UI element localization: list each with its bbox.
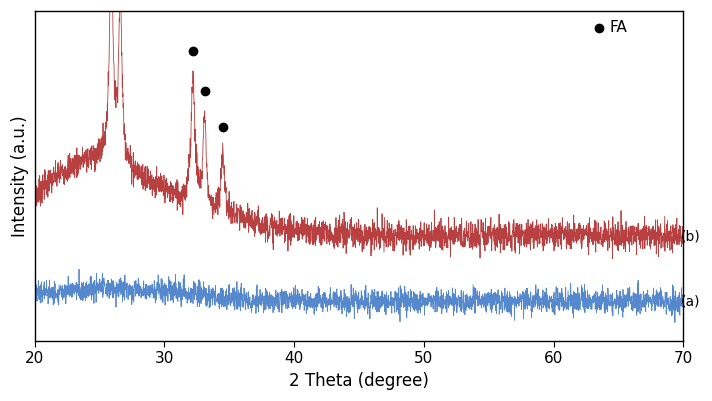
Text: (a): (a) <box>681 295 700 309</box>
Text: (b): (b) <box>681 229 701 243</box>
Text: FA: FA <box>609 20 627 35</box>
Y-axis label: Intensity (a.u.): Intensity (a.u.) <box>11 115 29 237</box>
X-axis label: 2 Theta (degree): 2 Theta (degree) <box>289 372 429 390</box>
